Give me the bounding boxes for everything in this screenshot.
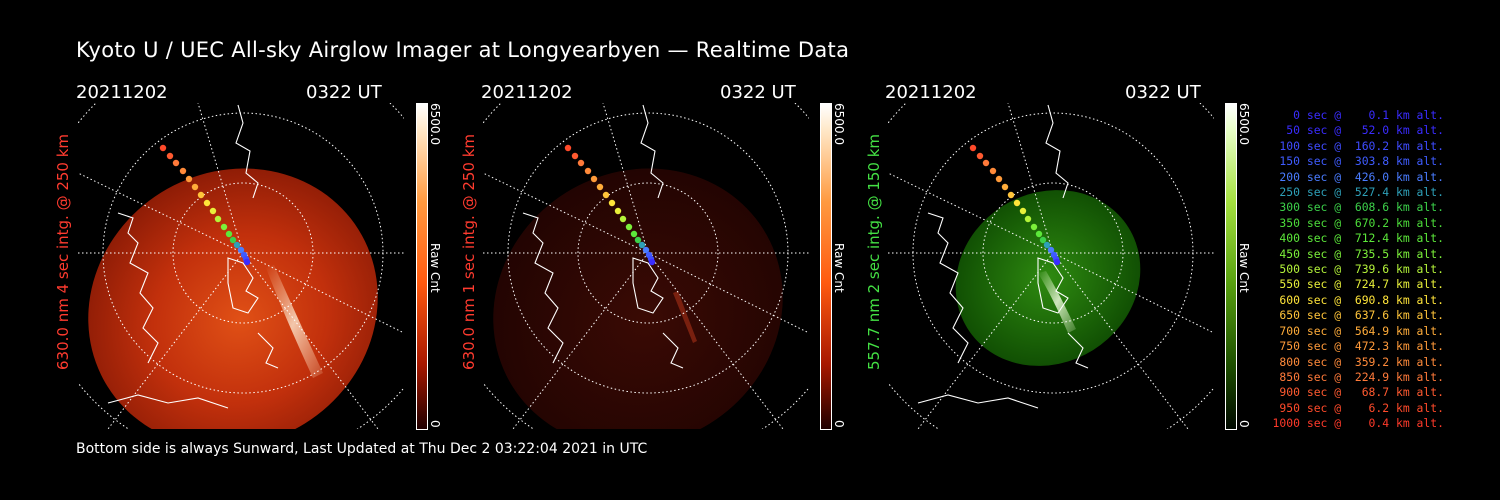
legend-row: 400 sec @ 712.4 km alt. bbox=[1272, 231, 1444, 246]
panel3-colorbar bbox=[1225, 103, 1237, 430]
panel1-image bbox=[78, 103, 404, 429]
legend-row: 850 sec @ 224.9 km alt. bbox=[1272, 369, 1444, 384]
panel2-side-label: 630.0 nm 1 sec intg. @ 250 km bbox=[460, 133, 478, 370]
coastlines bbox=[107, 104, 279, 409]
aurora-streak bbox=[1038, 271, 1076, 333]
coastlines bbox=[917, 104, 1089, 409]
legend-row: 450 sec @ 735.5 km alt. bbox=[1272, 246, 1444, 261]
legend-row: 500 sec @ 739.6 km alt. bbox=[1272, 262, 1444, 277]
panel1-cbar-min: 0 bbox=[428, 420, 442, 428]
legend-row: 350 sec @ 670.2 km alt. bbox=[1272, 215, 1444, 230]
legend-row: 200 sec @ 426.0 km alt. bbox=[1272, 169, 1444, 184]
panel1-cbar-unit: Raw Cnt bbox=[428, 243, 442, 293]
allsky-field bbox=[88, 168, 378, 429]
legend-row: 950 sec @ 6.2 km alt. bbox=[1272, 400, 1444, 415]
panel2-cbar-max: 6500.0 bbox=[832, 103, 846, 145]
grid-lines bbox=[888, 103, 1214, 429]
panel3-time: 0322 UT bbox=[1125, 82, 1201, 103]
allsky-field bbox=[493, 168, 783, 429]
panel3-date: 20211202 bbox=[885, 82, 977, 103]
trajectory-dots bbox=[159, 144, 251, 266]
panel3-cbar-min: 0 bbox=[1237, 420, 1251, 428]
legend-row: 750 sec @ 472.3 km alt. bbox=[1272, 339, 1444, 354]
panel1-date: 20211202 bbox=[76, 82, 168, 103]
panel2-cbar-min: 0 bbox=[832, 420, 846, 428]
panel2-date: 20211202 bbox=[481, 82, 573, 103]
panel2-cbar-unit: Raw Cnt bbox=[832, 243, 846, 293]
panel1-colorbar bbox=[416, 103, 428, 430]
trajectory-dots bbox=[564, 144, 656, 266]
legend-row: 550 sec @ 724.7 km alt. bbox=[1272, 277, 1444, 292]
aurora-streak bbox=[266, 265, 323, 378]
grid-lines bbox=[483, 103, 809, 429]
legend-row: 250 sec @ 527.4 km alt. bbox=[1272, 185, 1444, 200]
page-title: Kyoto U / UEC All-sky Airglow Imager at … bbox=[76, 38, 850, 62]
panel1-time: 0322 UT bbox=[306, 82, 382, 103]
trajectory-legend: 0 sec @ 0.1 km alt. 50 sec @ 52.0 km alt… bbox=[1262, 108, 1444, 432]
grid-lines bbox=[78, 103, 404, 429]
legend-row: 50 sec @ 52.0 km alt. bbox=[1272, 123, 1444, 138]
coastlines bbox=[522, 104, 684, 369]
legend-row: 100 sec @ 160.2 km alt. bbox=[1272, 138, 1444, 153]
panel3-cbar-unit: Raw Cnt bbox=[1237, 243, 1251, 293]
panel3-image bbox=[888, 103, 1214, 429]
panel1-cbar-max: 6500.0 bbox=[428, 103, 442, 145]
legend-row: 700 sec @ 564.9 km alt. bbox=[1272, 323, 1444, 338]
legend-row: 300 sec @ 608.6 km alt. bbox=[1272, 200, 1444, 215]
legend-row: 150 sec @ 303.8 km alt. bbox=[1272, 154, 1444, 169]
legend-row: 800 sec @ 359.2 km alt. bbox=[1272, 354, 1444, 369]
legend-row: 0 sec @ 0.1 km alt. bbox=[1272, 108, 1444, 122]
panel2-colorbar bbox=[820, 103, 832, 430]
legend-row: 1000 sec @ 0.4 km alt. bbox=[1272, 416, 1444, 431]
panel3-side-label: 557.7 nm 2 sec intg. @ 150 km bbox=[865, 133, 883, 370]
footer-note: Bottom side is always Sunward, Last Upda… bbox=[76, 441, 648, 457]
panel2-image bbox=[483, 103, 809, 429]
legend-row: 600 sec @ 690.8 km alt. bbox=[1272, 292, 1444, 307]
aurora-streak bbox=[673, 291, 697, 343]
panel1-side-label: 630.0 nm 4 sec intg. @ 250 km bbox=[54, 133, 72, 370]
trajectory-dots bbox=[969, 144, 1061, 266]
panel2-time: 0322 UT bbox=[720, 82, 796, 103]
panel3-cbar-max: 6500.0 bbox=[1237, 103, 1251, 145]
legend-row: 900 sec @ 68.7 km alt. bbox=[1272, 385, 1444, 400]
legend-row: 650 sec @ 637.6 km alt. bbox=[1272, 308, 1444, 323]
